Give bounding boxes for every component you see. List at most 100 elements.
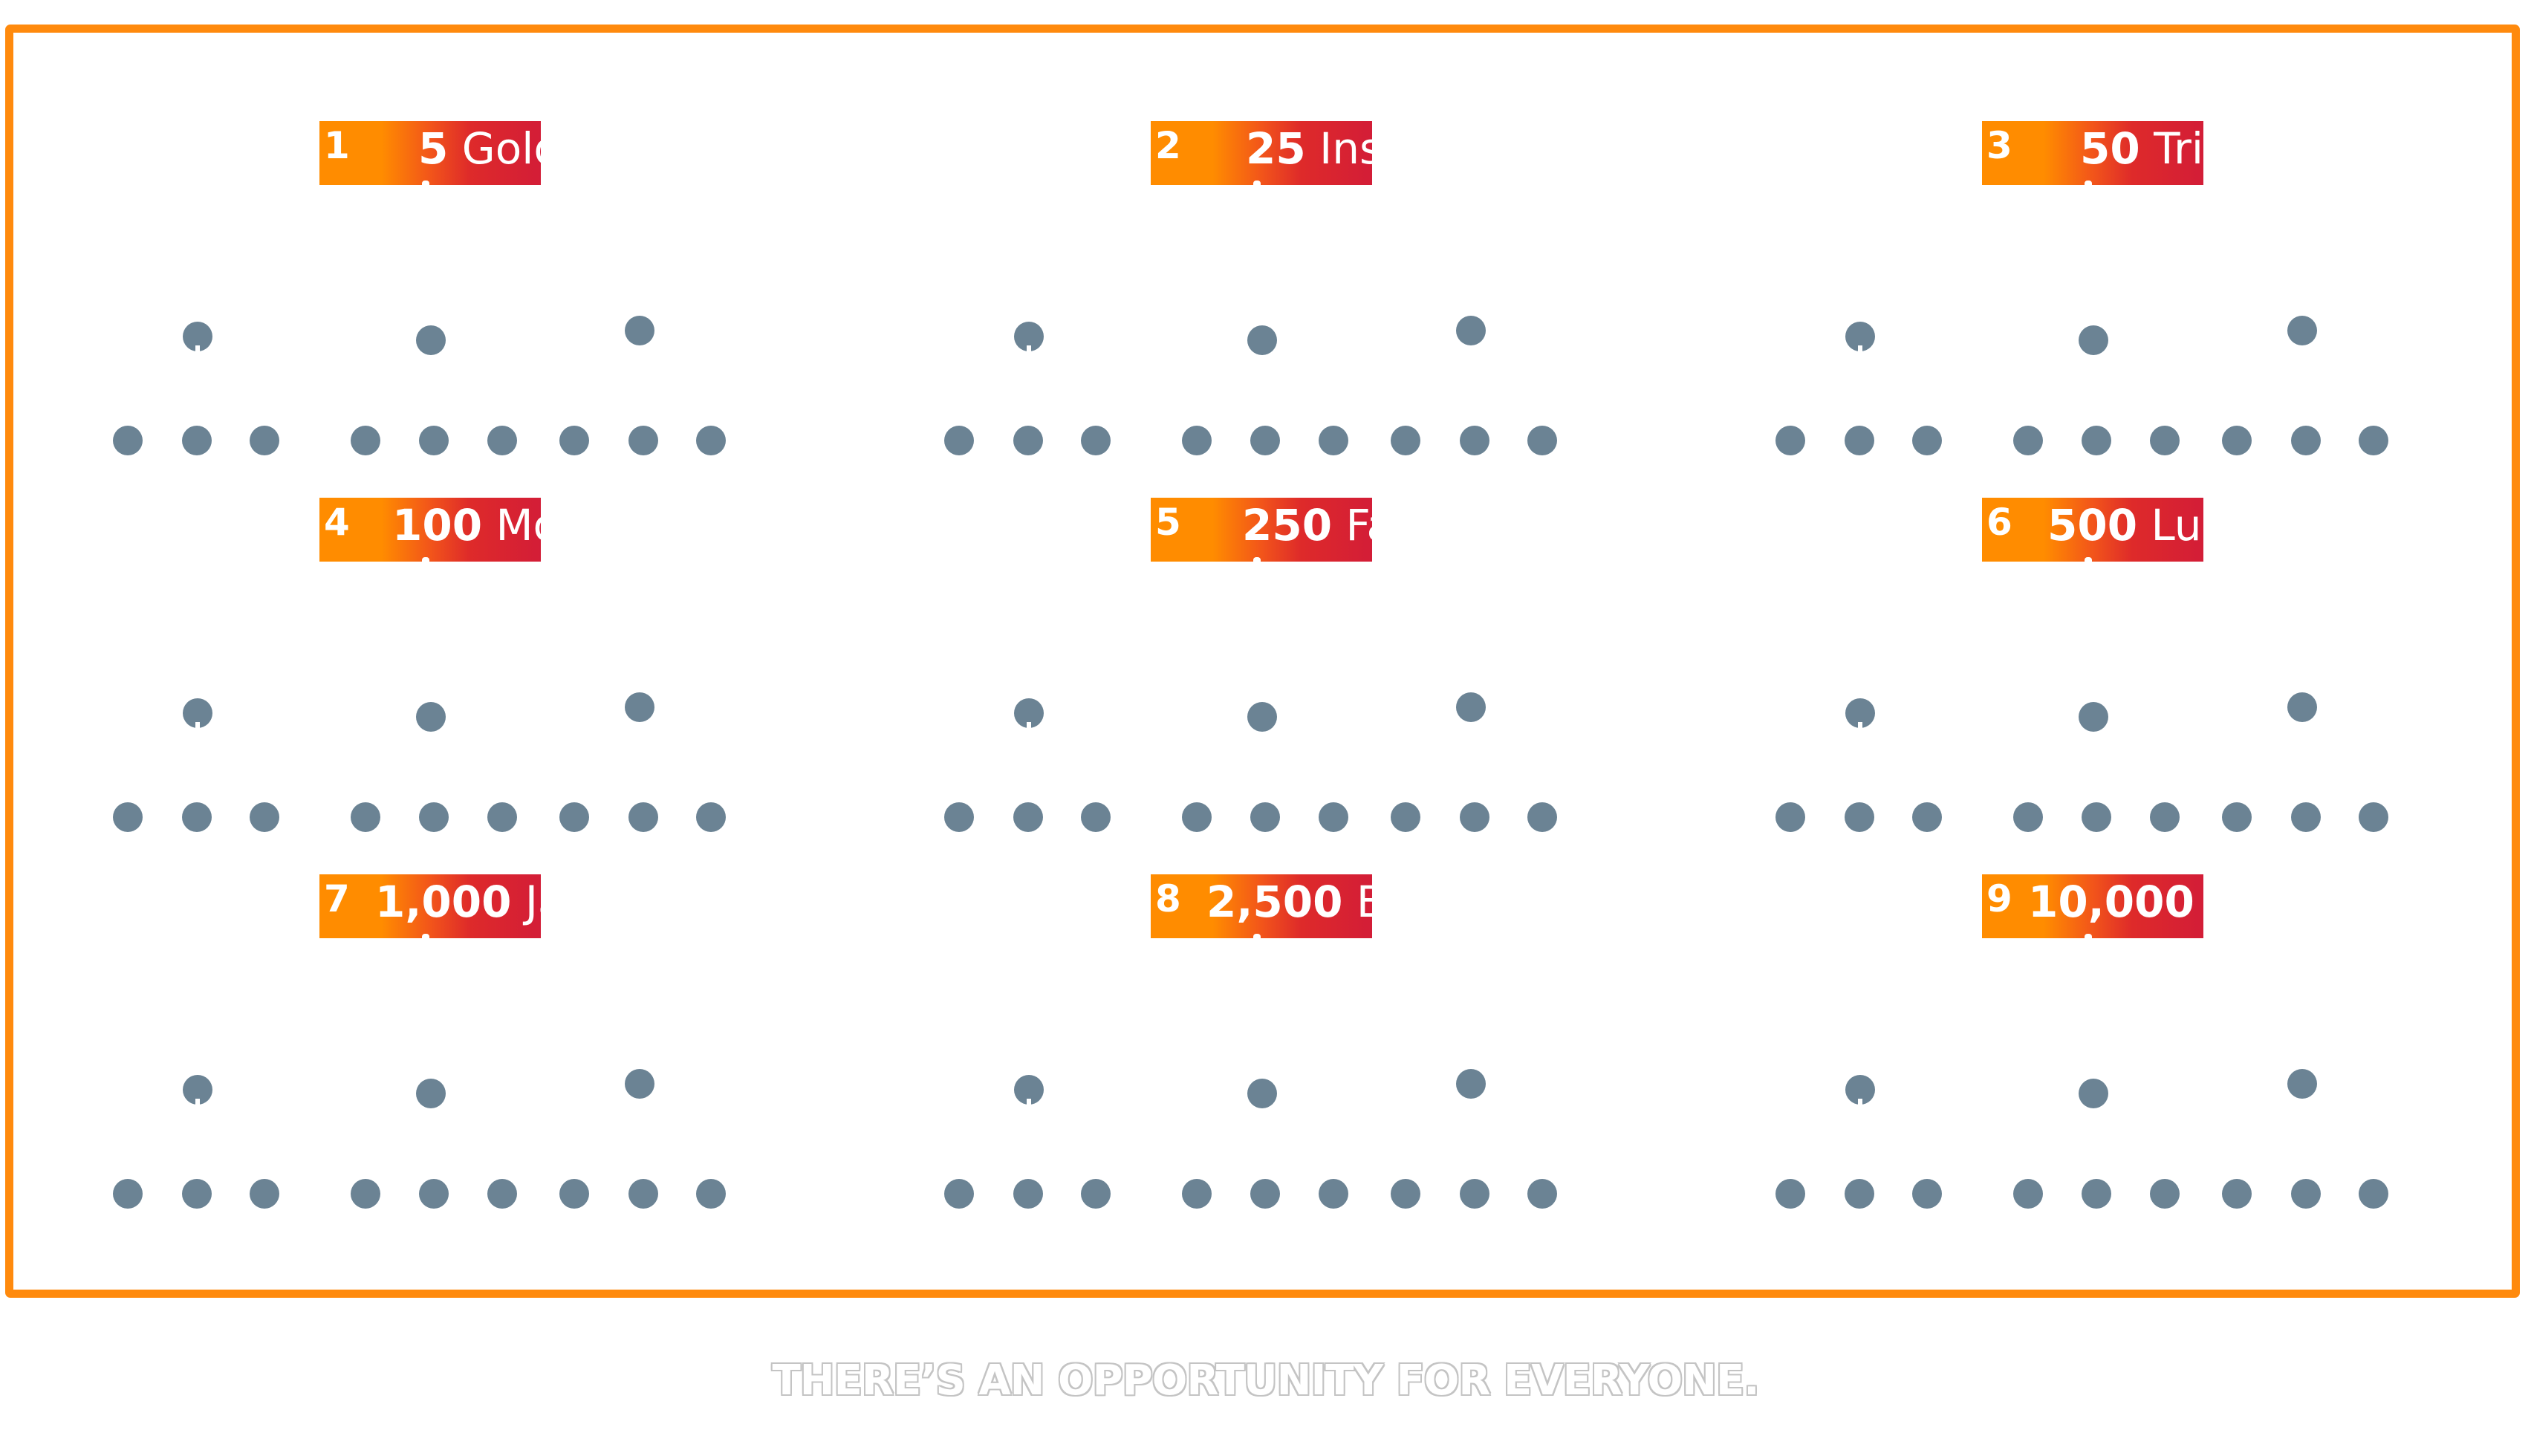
dot-icon	[1460, 1179, 1489, 1209]
prize-count: 50	[2080, 123, 2140, 174]
dot-icon	[1014, 698, 1044, 729]
prize-badge: 3 50 Tri	[1982, 121, 2203, 185]
dot-icon	[1775, 426, 1805, 455]
dot-icon	[1845, 698, 1875, 729]
dot-icon	[944, 1179, 974, 1209]
dot-icon	[2359, 802, 2388, 832]
prize-count: 10,000	[2028, 877, 2194, 927]
badge-marker-icon	[2085, 934, 2092, 938]
badge-marker-icon	[1253, 181, 1261, 185]
prize-title: 250 Fa	[1242, 504, 1372, 547]
prize-rank: 5	[1155, 501, 1181, 544]
dot-icon	[625, 316, 654, 345]
prize-rank: 7	[324, 877, 350, 920]
prize-badge: 6 500 Luc	[1982, 498, 2203, 562]
dot-icon	[182, 802, 212, 832]
dot-icon	[2287, 1069, 2317, 1099]
dot-icon	[1845, 322, 1875, 353]
prize-name: Fa	[1345, 500, 1372, 550]
prize-title: 100 Mo	[392, 504, 541, 547]
prize-cell: 6 500 Luc	[1697, 498, 2514, 854]
dot-icon	[1775, 1179, 1805, 1209]
dot-icon	[2291, 1179, 2321, 1209]
dot-icon	[2287, 692, 2317, 722]
dot-icon	[1081, 802, 1111, 832]
dot-icon	[628, 426, 658, 455]
dot-icon	[250, 1179, 279, 1209]
prize-name: Br	[1356, 877, 1372, 927]
dot-icon	[2079, 702, 2108, 732]
dot-icon	[351, 1179, 380, 1209]
dot-icon	[487, 1179, 517, 1209]
dot-icon	[1319, 1179, 1348, 1209]
dot-icon	[559, 802, 589, 832]
prize-badge: 1 5 Gold	[319, 121, 541, 185]
dot-icon	[2150, 426, 2180, 455]
dot-icon	[2222, 1179, 2252, 1209]
dot-icon	[1250, 426, 1280, 455]
dot-icon	[416, 325, 446, 355]
dot-icon	[419, 426, 449, 455]
prize-badge: 5 250 Fa	[1151, 498, 1372, 562]
dot-icon	[1845, 1179, 1874, 1209]
dot-icon	[183, 1075, 212, 1106]
prize-badge: 8 2,500 Br	[1151, 874, 1372, 938]
prize-name: Mo	[496, 500, 541, 550]
dot-icon	[2222, 426, 2252, 455]
dot-icon	[250, 802, 279, 832]
dot-icon	[1912, 426, 1942, 455]
prize-count: 2,500	[1206, 877, 1343, 927]
dot-icon	[419, 802, 449, 832]
prize-name: Gold	[461, 123, 541, 174]
prize-name: Tri	[2154, 123, 2203, 174]
dot-icon	[2079, 325, 2108, 355]
dot-icon	[1391, 1179, 1420, 1209]
prize-cell: 7 1,000 Ja	[34, 874, 851, 1231]
prize-name: Ja	[524, 877, 541, 927]
prize-count: 1,000	[375, 877, 512, 927]
dot-icon	[1319, 426, 1348, 455]
dot-icon	[1247, 702, 1277, 732]
dot-icon	[2150, 802, 2180, 832]
dot-icon	[250, 426, 279, 455]
prize-cell: 4 100 Mo	[34, 498, 851, 854]
prize-cell: 9 10,000 M	[1697, 874, 2514, 1231]
dot-icon	[2291, 802, 2321, 832]
badge-marker-icon	[2085, 181, 2092, 185]
dot-icon	[2082, 1179, 2111, 1209]
dot-icon	[1081, 1179, 1111, 1209]
dot-icon	[1250, 1179, 1280, 1209]
dot-icon	[2359, 426, 2388, 455]
dot-icon	[416, 1079, 446, 1108]
dot-icon	[487, 802, 517, 832]
dot-icon	[1775, 802, 1805, 832]
dot-icon	[1845, 802, 1874, 832]
badge-marker-icon	[422, 181, 429, 185]
dot-icon	[1460, 426, 1489, 455]
prize-badge: 9 10,000 M	[1982, 874, 2203, 938]
dot-icon	[1391, 426, 1420, 455]
dot-icon	[1391, 802, 1420, 832]
dot-icon	[113, 802, 143, 832]
dot-icon	[1527, 802, 1557, 832]
prize-title: 5 Gold	[418, 127, 541, 170]
dot-icon	[1845, 426, 1874, 455]
prize-title: 500 Luc	[2047, 504, 2203, 547]
dot-icon	[1247, 325, 1277, 355]
dot-icon	[113, 1179, 143, 1209]
prize-rank: 8	[1155, 877, 1181, 920]
dot-icon	[2359, 1179, 2388, 1209]
prize-count: 25	[1246, 123, 1306, 174]
dot-icon	[625, 1069, 654, 1099]
dot-icon	[1182, 426, 1212, 455]
dot-icon	[1456, 316, 1486, 345]
dot-icon	[351, 426, 380, 455]
dot-icon	[1527, 426, 1557, 455]
dot-icon	[1013, 802, 1043, 832]
dot-icon	[559, 1179, 589, 1209]
badge-marker-icon	[422, 934, 429, 938]
dot-icon	[944, 426, 974, 455]
prize-title: 25 Ins	[1246, 127, 1372, 170]
prize-title: 1,000 Ja	[375, 880, 541, 923]
prize-name: Luc	[2151, 500, 2203, 550]
